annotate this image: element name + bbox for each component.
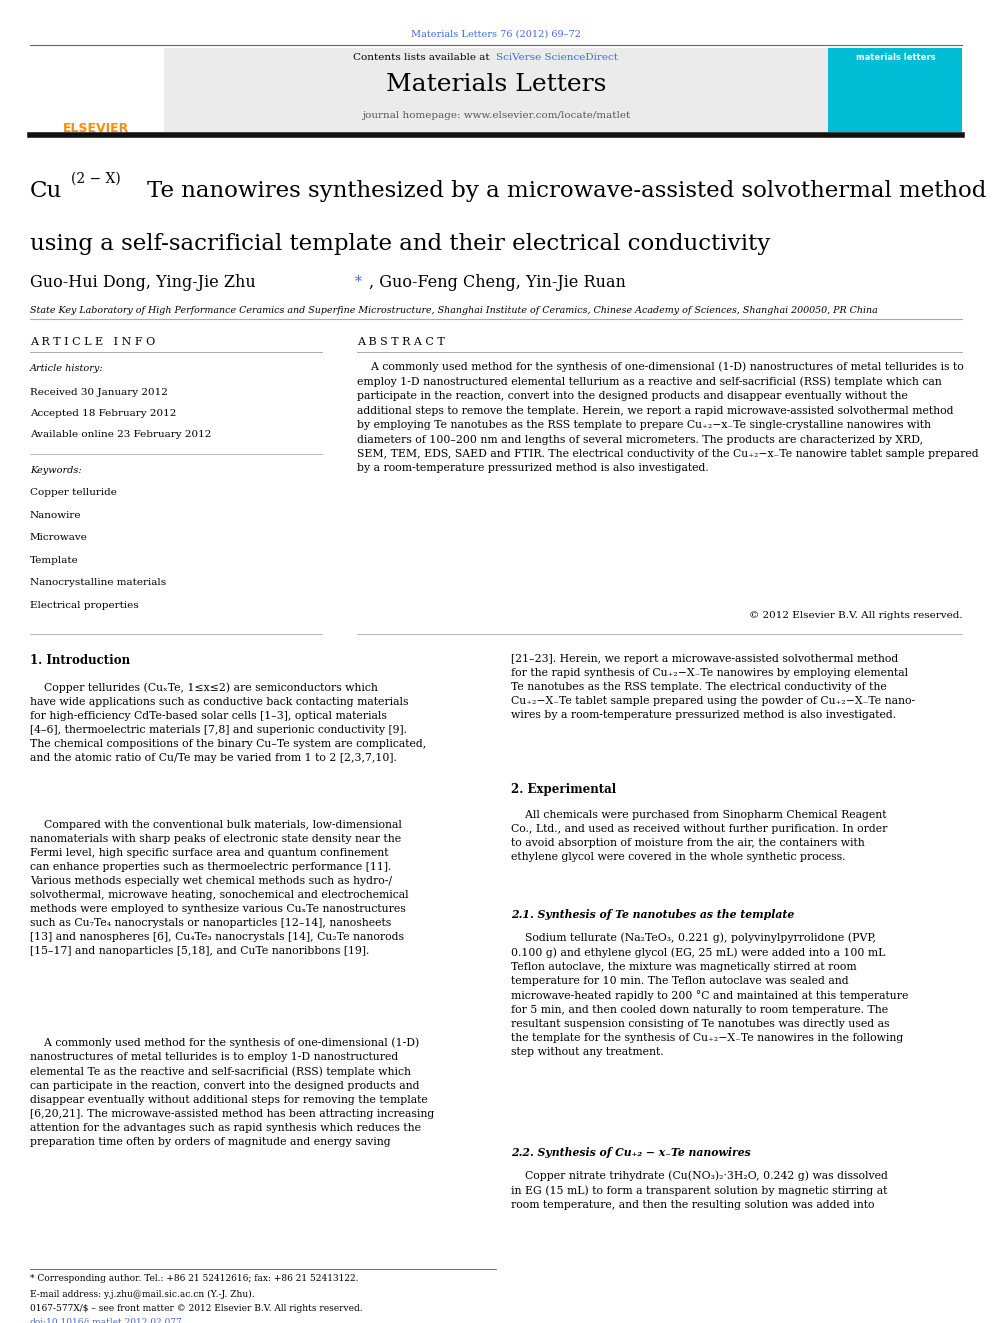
Text: Nanocrystalline materials: Nanocrystalline materials <box>30 578 166 587</box>
Text: Template: Template <box>30 556 78 565</box>
Text: (2 − X): (2 − X) <box>71 172 121 187</box>
Text: Nanowire: Nanowire <box>30 511 81 520</box>
Text: E-mail address: y.j.zhu@mail.sic.ac.cn (Y.-J. Zhu).: E-mail address: y.j.zhu@mail.sic.ac.cn (… <box>30 1290 254 1299</box>
Text: Copper tellurides (CuₓTe, 1≤x≤2) are semiconductors which
have wide applications: Copper tellurides (CuₓTe, 1≤x≤2) are sem… <box>30 683 426 763</box>
Text: Electrical properties: Electrical properties <box>30 601 139 610</box>
Text: 0167-577X/$ – see front matter © 2012 Elsevier B.V. All rights reserved.: 0167-577X/$ – see front matter © 2012 El… <box>30 1304 362 1314</box>
Text: journal homepage: www.elsevier.com/locate/matlet: journal homepage: www.elsevier.com/locat… <box>362 111 630 120</box>
Text: © 2012 Elsevier B.V. All rights reserved.: © 2012 Elsevier B.V. All rights reserved… <box>749 611 962 620</box>
Text: 2.1. Synthesis of Te nanotubes as the template: 2.1. Synthesis of Te nanotubes as the te… <box>511 909 795 919</box>
Text: Copper nitrate trihydrate (Cu(NO₃)₂·3H₂O, 0.242 g) was dissolved
in EG (15 mL) t: Copper nitrate trihydrate (Cu(NO₃)₂·3H₂O… <box>511 1171 888 1211</box>
Text: 2.2. Synthesis of Cu₊₂ − x₋Te nanowires: 2.2. Synthesis of Cu₊₂ − x₋Te nanowires <box>511 1147 751 1158</box>
Text: 1. Introduction: 1. Introduction <box>30 654 130 667</box>
Text: * Corresponding author. Tel.: +86 21 52412616; fax: +86 21 52413122.: * Corresponding author. Tel.: +86 21 524… <box>30 1274 358 1283</box>
Text: Materials Letters 76 (2012) 69–72: Materials Letters 76 (2012) 69–72 <box>411 29 581 38</box>
Text: ELSEVIER: ELSEVIER <box>63 122 129 135</box>
Text: State Key Laboratory of High Performance Ceramics and Superfine Microstructure, : State Key Laboratory of High Performance… <box>30 306 878 315</box>
Text: Guo-Hui Dong, Ying-Jie Zhu: Guo-Hui Dong, Ying-Jie Zhu <box>30 274 256 291</box>
Text: All chemicals were purchased from Sinopharm Chemical Reagent
Co., Ltd., and used: All chemicals were purchased from Sinoph… <box>511 810 887 861</box>
Text: using a self-sacrificial template and their electrical conductivity: using a self-sacrificial template and th… <box>30 233 770 255</box>
Text: A R T I C L E   I N F O: A R T I C L E I N F O <box>30 337 155 348</box>
Text: A commonly used method for the synthesis of one-dimensional (1-D)
nanostructures: A commonly used method for the synthesis… <box>30 1037 434 1147</box>
Text: Te nanowires synthesized by a microwave-assisted solvothermal method: Te nanowires synthesized by a microwave-… <box>147 180 986 202</box>
Text: Compared with the conventional bulk materials, low-dimensional
nanomaterials wit: Compared with the conventional bulk mate… <box>30 820 409 957</box>
Text: Sodium tellurate (Na₂TeO₃, 0.221 g), polyvinylpyrrolidone (PVP,
0.100 g) and eth: Sodium tellurate (Na₂TeO₃, 0.221 g), pol… <box>511 933 909 1057</box>
Text: A commonly used method for the synthesis of one-dimensional (1-D) nanostructures: A commonly used method for the synthesis… <box>357 361 979 474</box>
Text: [21–23]. Herein, we report a microwave-assisted solvothermal method
for the rapi: [21–23]. Herein, we report a microwave-a… <box>511 654 915 720</box>
Text: Contents lists available at: Contents lists available at <box>353 53 493 62</box>
Text: A B S T R A C T: A B S T R A C T <box>357 337 444 348</box>
Text: materials letters: materials letters <box>856 53 935 62</box>
FancyBboxPatch shape <box>164 48 828 132</box>
Text: doi:10.1016/j.matlet.2012.02.077: doi:10.1016/j.matlet.2012.02.077 <box>30 1318 183 1323</box>
FancyBboxPatch shape <box>30 48 164 132</box>
Text: Materials Letters: Materials Letters <box>386 73 606 95</box>
Text: , Guo-Feng Cheng, Yin-Jie Ruan: , Guo-Feng Cheng, Yin-Jie Ruan <box>369 274 626 291</box>
Text: Available online 23 February 2012: Available online 23 February 2012 <box>30 430 211 439</box>
Text: Accepted 18 February 2012: Accepted 18 February 2012 <box>30 409 177 418</box>
Text: Article history:: Article history: <box>30 364 103 373</box>
FancyBboxPatch shape <box>828 48 962 132</box>
Text: SciVerse ScienceDirect: SciVerse ScienceDirect <box>496 53 618 62</box>
Text: 2. Experimental: 2. Experimental <box>511 783 616 796</box>
Text: ⁎: ⁎ <box>355 271 362 286</box>
Text: Copper telluride: Copper telluride <box>30 488 117 497</box>
Text: Keywords:: Keywords: <box>30 466 81 475</box>
Text: Cu: Cu <box>30 180 62 202</box>
Text: Microwave: Microwave <box>30 533 87 542</box>
Text: Received 30 January 2012: Received 30 January 2012 <box>30 388 168 397</box>
